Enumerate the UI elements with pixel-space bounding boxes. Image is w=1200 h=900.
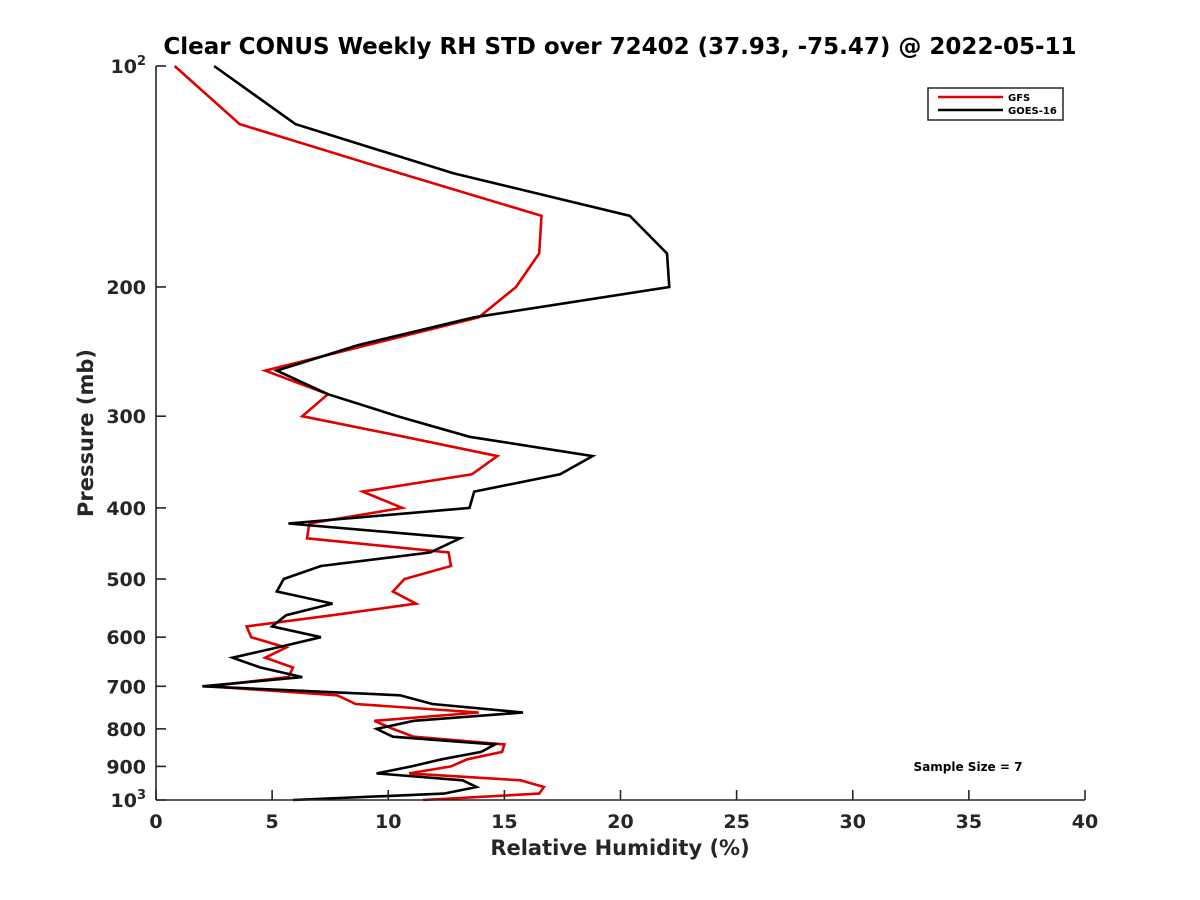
y-tick-label: 900 <box>106 756 146 778</box>
legend-label-gfs: GFS <box>1008 93 1030 104</box>
y-ticks: 102 200 300 400 500 600 700 800 900 103 <box>106 54 166 812</box>
legend: GFS GOES-16 <box>927 87 1064 121</box>
x-tick-label: 35 <box>956 811 982 833</box>
series-line-gfs <box>173 65 547 802</box>
y-tick-label: 200 <box>106 277 146 299</box>
x-tick-label: 20 <box>607 811 633 833</box>
y-tick-label: 102 <box>111 54 147 78</box>
y-tick-label: 103 <box>111 788 147 812</box>
series-line-goes16 <box>202 64 671 802</box>
x-axis-label: Relative Humidity (%) <box>490 836 749 860</box>
legend-box <box>927 87 1064 121</box>
x-tick-label: 0 <box>149 811 162 833</box>
x-tick-label: 40 <box>1072 811 1098 833</box>
x-tick-label: 30 <box>840 811 866 833</box>
y-tick-label: 300 <box>106 406 146 428</box>
x-ticks: 0 5 10 15 20 25 30 35 40 <box>149 790 1098 833</box>
x-tick-label: 5 <box>266 811 279 833</box>
x-tick-label: 10 <box>375 811 401 833</box>
y-axis-label: Pressure (mb) <box>74 349 98 517</box>
chart-title: Clear CONUS Weekly RH STD over 72402 (37… <box>163 34 1076 60</box>
y-tick-label: 400 <box>106 498 146 520</box>
x-tick-label: 15 <box>491 811 517 833</box>
legend-label-goes16: GOES-16 <box>1008 106 1057 117</box>
y-tick-label: 500 <box>106 569 146 591</box>
sample-size-annotation: Sample Size = 7 <box>914 760 1023 774</box>
series-layer <box>173 64 671 802</box>
x-tick-label: 25 <box>723 811 749 833</box>
y-tick-label: 800 <box>106 719 146 741</box>
plot-area: 0 5 10 15 20 25 30 35 40 102 200 300 400 500 600 700 80… <box>106 54 1098 833</box>
y-tick-label: 600 <box>106 627 146 649</box>
y-tick-label: 700 <box>106 676 146 698</box>
